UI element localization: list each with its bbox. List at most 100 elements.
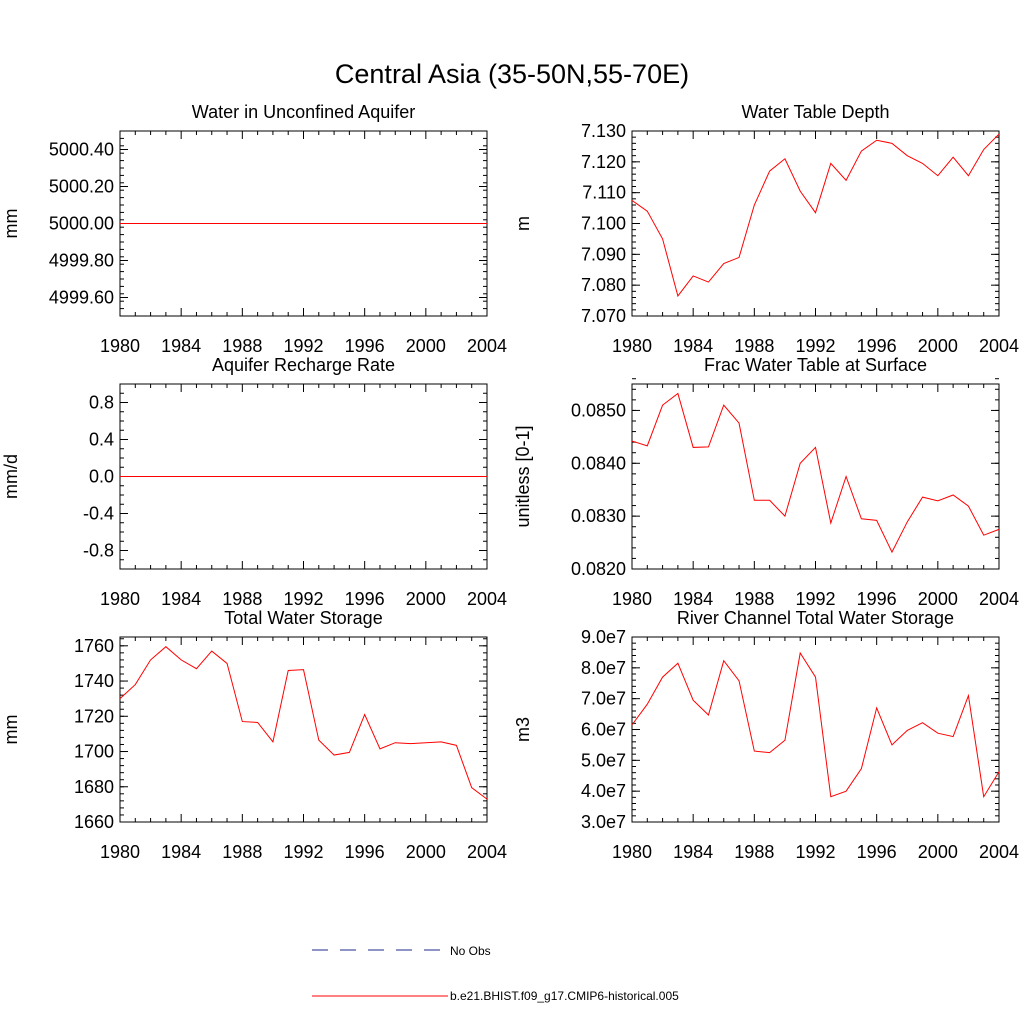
legend-obs-label: No Obs — [450, 944, 491, 958]
series-line-frac — [631, 392, 1000, 554]
y-tick-label: 7.120 — [581, 152, 626, 172]
x-tick-label: 1992 — [283, 336, 323, 356]
y-tick-label: 1720 — [74, 706, 114, 726]
y-tick-label: 4.0e7 — [581, 781, 626, 801]
y-axis-label: mm — [1, 715, 21, 745]
y-tick-label: 1660 — [74, 812, 114, 832]
panel-recharge: Aquifer Recharge Rate mm/d 1980 1984 1988 199… — [1, 355, 507, 609]
legend: No Obs b.e21.BHIST.f09_g17.CMIP6-histori… — [312, 944, 679, 1003]
series-line-river — [631, 651, 1000, 799]
x-tick-label: 1996 — [857, 336, 897, 356]
x-tick-label: 1984 — [161, 336, 201, 356]
x-tick-label: 1980 — [100, 336, 140, 356]
x-tick-label: 1984 — [673, 589, 713, 609]
x-tick-label: 2004 — [979, 336, 1019, 356]
y-axis-label: m — [513, 216, 533, 231]
series-line-tws — [119, 646, 488, 800]
x-tick-label: 1992 — [795, 336, 835, 356]
y-axis-label: unitless [0-1] — [513, 425, 533, 527]
y-tick-label: -0.8 — [83, 541, 114, 561]
x-tick-label: 1992 — [795, 842, 835, 862]
y-tick-label: 8.0e7 — [581, 658, 626, 678]
x-tick-label: 1988 — [734, 842, 774, 862]
plot-frame — [631, 636, 1000, 823]
x-tick-label: 2004 — [979, 589, 1019, 609]
y-tick-label: 1740 — [74, 671, 114, 691]
y-tick-label: 0.0 — [89, 467, 114, 487]
y-tick-label: 0.0850 — [571, 400, 626, 420]
x-tick-label: 1984 — [161, 842, 201, 862]
x-tick-label: 1992 — [283, 589, 323, 609]
panel-title: Water in Unconfined Aquifer — [192, 102, 415, 122]
y-axis-label: mm — [1, 209, 21, 239]
x-tick-label: 1992 — [283, 842, 323, 862]
x-tick-label: 2000 — [406, 336, 446, 356]
panel-frac: Frac Water Table at Surface unitless [0-1… — [513, 355, 1019, 609]
y-tick-label: 5.0e7 — [581, 750, 626, 770]
y-tick-label: 6.0e7 — [581, 720, 626, 740]
y-tick-label: 9.0e7 — [581, 627, 626, 647]
y-tick-label: 7.080 — [581, 275, 626, 295]
y-tick-label: 7.110 — [582, 183, 626, 203]
series-line-wtd — [631, 133, 1000, 298]
y-axis-label: m3 — [513, 717, 533, 742]
y-tick-label: 5000.20 — [49, 177, 114, 197]
y-tick-label: 7.100 — [581, 214, 626, 234]
legend-model-label: b.e21.BHIST.f09_g17.CMIP6-historical.005 — [450, 989, 679, 1003]
panel-tws: Total Water Storage mm 1980 1984 1988 1992 199… — [1, 608, 507, 862]
y-tick-label: 0.4 — [89, 430, 114, 450]
x-tick-label: 1992 — [795, 589, 835, 609]
x-tick-label: 1996 — [857, 589, 897, 609]
panel-title: Water Table Depth — [741, 102, 889, 122]
y-tick-label: 0.0840 — [571, 453, 626, 473]
y-tick-label: -0.4 — [83, 504, 114, 524]
x-tick-label: 2004 — [467, 842, 507, 862]
x-tick-label: 1988 — [222, 336, 262, 356]
panel-river: River Channel Total Water Storage m3 1980 1… — [513, 608, 1019, 862]
x-tick-label: 1988 — [222, 589, 262, 609]
panel-wtd: Water Table Depth m 1980 1984 1988 1992 1996 20… — [513, 102, 1019, 356]
y-tick-label: 7.090 — [581, 244, 626, 264]
y-tick-label: 7.070 — [581, 306, 626, 326]
x-tick-label: 1996 — [857, 842, 897, 862]
x-tick-label: 1984 — [161, 589, 201, 609]
x-tick-label: 1984 — [673, 336, 713, 356]
y-tick-label: 5000.40 — [49, 140, 114, 160]
x-tick-label: 2000 — [918, 589, 958, 609]
panel-title: Frac Water Table at Surface — [704, 355, 927, 375]
panels-container: Water in Unconfined Aquifer mm 1980 1984 198… — [1, 102, 1019, 862]
y-tick-label: 3.0e7 — [581, 812, 626, 832]
plot-frame — [631, 130, 1000, 317]
y-tick-label: 4999.80 — [49, 251, 114, 271]
plot-frame — [119, 636, 488, 823]
x-tick-label: 1988 — [734, 336, 774, 356]
y-tick-label: 5000.00 — [49, 214, 114, 234]
x-tick-label: 1980 — [612, 842, 652, 862]
x-tick-label: 1980 — [612, 589, 652, 609]
y-tick-label: 1700 — [74, 742, 114, 762]
panel-aquifer: Water in Unconfined Aquifer mm 1980 1984 198… — [1, 102, 507, 356]
x-tick-label: 1984 — [673, 842, 713, 862]
x-tick-label: 2004 — [467, 589, 507, 609]
x-tick-label: 2000 — [918, 842, 958, 862]
x-tick-label: 2000 — [406, 842, 446, 862]
x-tick-label: 1988 — [734, 589, 774, 609]
panel-title: Total Water Storage — [224, 608, 382, 628]
x-tick-label: 2004 — [979, 842, 1019, 862]
x-tick-label: 2000 — [406, 589, 446, 609]
plot-frame — [631, 383, 1000, 570]
x-tick-label: 1996 — [345, 589, 385, 609]
y-tick-label: 1760 — [74, 636, 114, 656]
y-tick-label: 0.0830 — [571, 506, 626, 526]
x-tick-label: 1996 — [345, 336, 385, 356]
x-tick-label: 1980 — [612, 336, 652, 356]
figure-title: Central Asia (35-50N,55-70E) — [335, 59, 689, 89]
y-tick-label: 0.0820 — [571, 559, 626, 579]
y-tick-label: 0.8 — [89, 393, 114, 413]
y-tick-label: 4999.60 — [49, 288, 114, 308]
x-tick-label: 1988 — [222, 842, 262, 862]
y-tick-label: 7.0e7 — [581, 689, 626, 709]
y-tick-label: 7.130 — [581, 121, 626, 141]
x-tick-label: 2004 — [467, 336, 507, 356]
